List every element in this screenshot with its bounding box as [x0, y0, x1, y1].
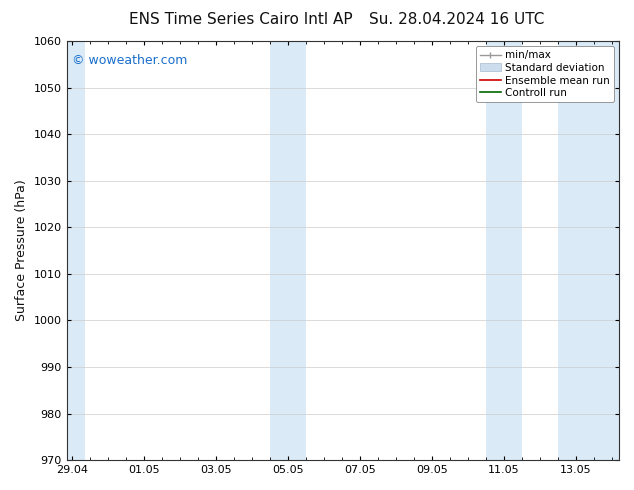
Legend: min/max, Standard deviation, Ensemble mean run, Controll run: min/max, Standard deviation, Ensemble me… — [476, 46, 614, 102]
Text: Su. 28.04.2024 16 UTC: Su. 28.04.2024 16 UTC — [369, 12, 544, 27]
Bar — [558, 41, 619, 460]
Bar — [486, 41, 522, 460]
Text: © woweather.com: © woweather.com — [72, 53, 188, 67]
Bar — [67, 41, 84, 460]
Text: ENS Time Series Cairo Intl AP: ENS Time Series Cairo Intl AP — [129, 12, 353, 27]
Y-axis label: Surface Pressure (hPa): Surface Pressure (hPa) — [15, 180, 28, 321]
Bar — [270, 41, 306, 460]
